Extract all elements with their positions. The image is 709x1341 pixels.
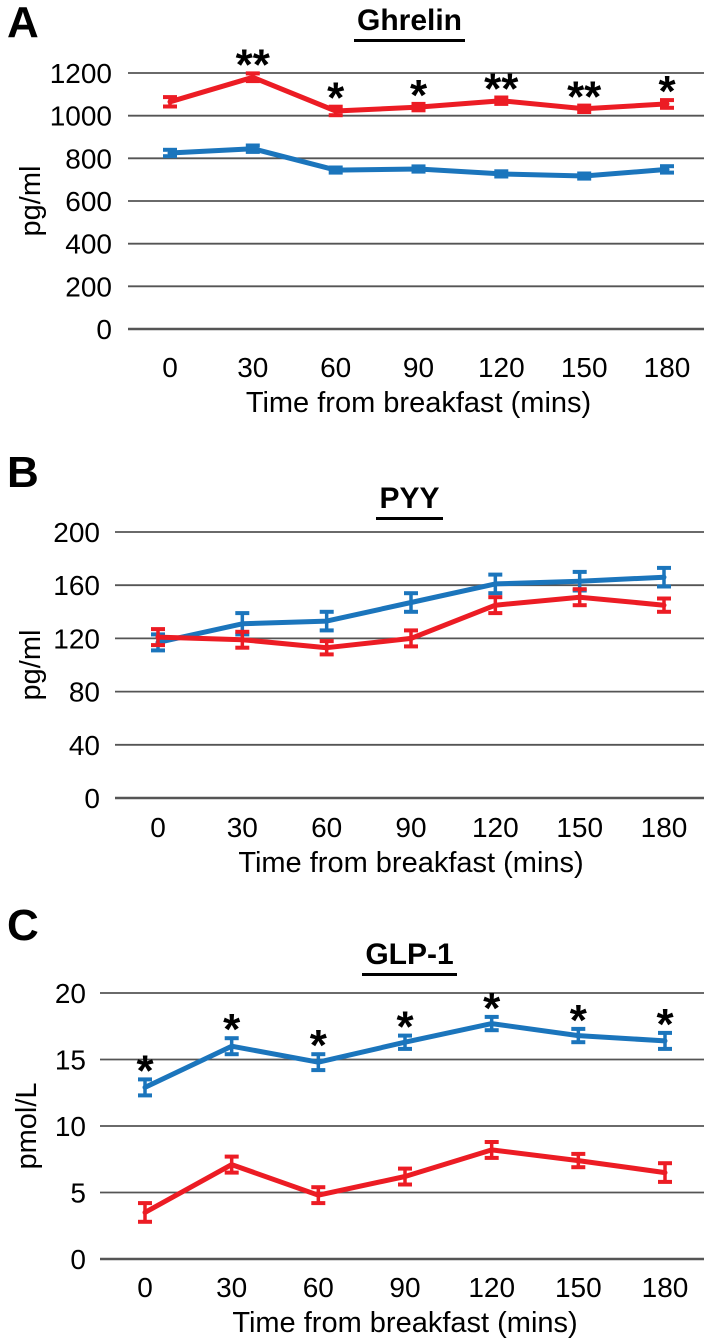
x-tick-label: 150 bbox=[561, 352, 608, 383]
x-tick-label: 150 bbox=[556, 812, 603, 843]
x-axis-title: Time from breakfast (mins) bbox=[246, 387, 591, 419]
x-tick-label: 180 bbox=[642, 1272, 689, 1303]
y-tick-label: 120 bbox=[53, 623, 100, 654]
significance-marker: ** bbox=[484, 65, 519, 114]
panel-title-row: PYY bbox=[120, 482, 699, 520]
panel-letter-b: B bbox=[7, 448, 39, 497]
panel-title-row: Ghrelin bbox=[120, 4, 699, 42]
significance-marker: * bbox=[410, 71, 428, 120]
x-axis-title: Time from breakfast (mins) bbox=[232, 1307, 577, 1339]
panel-ghrelin: 0 200 400 600 800 1000 1200 0 30 60 90 120 150 180 Tim… bbox=[0, 0, 709, 440]
x-tick-label: 120 bbox=[468, 1272, 515, 1303]
y-tick-label: 40 bbox=[69, 730, 100, 761]
x-tick-label: 90 bbox=[403, 352, 434, 383]
significance-marker: * bbox=[310, 1021, 328, 1070]
y-tick-label: 20 bbox=[55, 978, 86, 1009]
y-tick-label: 5 bbox=[70, 1178, 86, 1209]
panel-glp1: 0 5 10 15 20 0 30 60 90 120 150 180 Time from breakf… bbox=[0, 890, 709, 1341]
significance-marker: ** bbox=[567, 73, 602, 122]
y-tick-label: 800 bbox=[65, 143, 112, 174]
pyy-chart: 0 40 80 120 160 200 0 30 60 90 120 150 180 Time from … bbox=[15, 517, 704, 879]
panel-title-glp1: GLP-1 bbox=[362, 938, 457, 976]
significance-marker: * bbox=[656, 1000, 674, 1049]
x-tick-label: 120 bbox=[478, 352, 525, 383]
significance-marker: * bbox=[136, 1046, 154, 1095]
x-tick-label: 30 bbox=[237, 352, 268, 383]
panel-title-pyy: PYY bbox=[376, 482, 443, 520]
x-tick-label: 90 bbox=[395, 812, 426, 843]
significance-marker: * bbox=[223, 1005, 241, 1054]
panel-title-row: GLP-1 bbox=[120, 938, 699, 976]
y-tick-label: 0 bbox=[96, 314, 112, 345]
y-axis-title: pg/ml bbox=[15, 166, 47, 237]
y-tick-label: 80 bbox=[69, 677, 100, 708]
panel-letter-c: C bbox=[7, 901, 39, 950]
y-tick-label: 160 bbox=[53, 570, 100, 601]
y-axis-title: pmol/L bbox=[11, 1082, 43, 1169]
x-axis-title: Time from breakfast (mins) bbox=[238, 847, 583, 879]
x-tick-label: 90 bbox=[389, 1272, 420, 1303]
significance-marker: * bbox=[658, 67, 676, 116]
x-tick-label: 150 bbox=[555, 1272, 602, 1303]
significance-marker: * bbox=[327, 74, 345, 123]
y-tick-label: 200 bbox=[65, 271, 112, 302]
x-tick-label: 0 bbox=[137, 1272, 153, 1303]
y-tick-label: 15 bbox=[55, 1045, 86, 1076]
x-tick-label: 180 bbox=[641, 812, 688, 843]
x-tick-label: 180 bbox=[644, 352, 691, 383]
y-tick-label: 1200 bbox=[50, 58, 112, 89]
x-tick-label: 30 bbox=[227, 812, 258, 843]
glp1-chart: 0 5 10 15 20 0 30 60 90 120 150 180 Time from breakf… bbox=[11, 978, 704, 1339]
panel-title-ghrelin: Ghrelin bbox=[353, 4, 465, 42]
y-tick-label: 400 bbox=[65, 229, 112, 260]
y-tick-label: 600 bbox=[65, 186, 112, 217]
y-tick-label: 0 bbox=[70, 1244, 86, 1275]
x-tick-label: 60 bbox=[303, 1272, 334, 1303]
ghrelin-chart: 0 200 400 600 800 1000 1200 0 30 60 90 120 150 180 Tim… bbox=[15, 40, 704, 419]
x-tick-label: 0 bbox=[162, 352, 178, 383]
y-tick-label: 1000 bbox=[50, 101, 112, 132]
y-tick-label: 10 bbox=[55, 1111, 86, 1142]
x-tick-label: 0 bbox=[150, 812, 166, 843]
significance-marker: * bbox=[396, 1003, 414, 1052]
y-axis-title: pg/ml bbox=[15, 630, 47, 701]
significance-marker: ** bbox=[236, 40, 271, 89]
y-tick-label: 0 bbox=[84, 783, 100, 814]
significance-marker: * bbox=[570, 996, 588, 1045]
x-tick-label: 30 bbox=[216, 1272, 247, 1303]
x-tick-label: 60 bbox=[320, 352, 351, 383]
panel-letter-a: A bbox=[7, 0, 39, 47]
x-tick-label: 60 bbox=[311, 812, 342, 843]
panel-pyy: 0 40 80 120 160 200 0 30 60 90 120 150 180 Time from … bbox=[0, 440, 709, 890]
y-tick-label: 200 bbox=[53, 517, 100, 548]
x-tick-label: 120 bbox=[472, 812, 519, 843]
significance-marker: * bbox=[483, 984, 501, 1033]
